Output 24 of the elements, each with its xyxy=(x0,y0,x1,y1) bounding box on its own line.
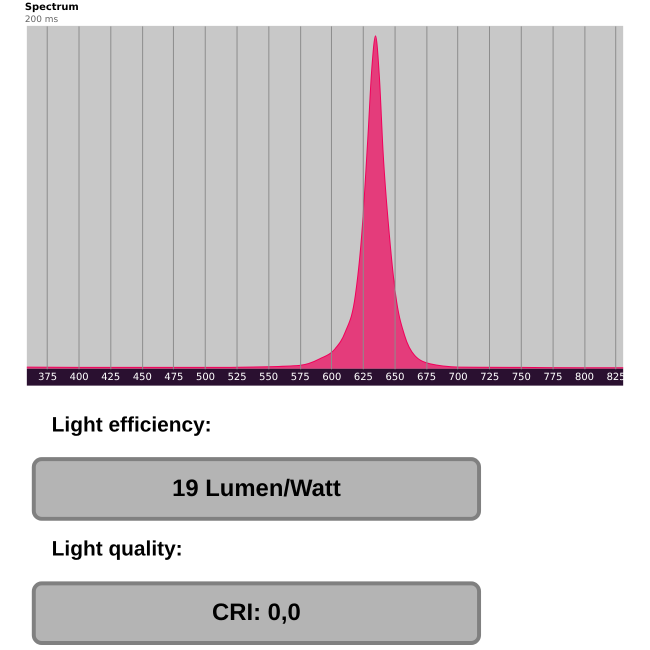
x-tick-label: 425 xyxy=(101,372,120,384)
chart-title: Spectrum xyxy=(24,2,79,13)
x-tick-label: 450 xyxy=(132,372,152,384)
x-tick-label: 400 xyxy=(70,372,89,384)
text: 19 Lumen/Watt xyxy=(172,474,341,502)
x-tick-label: 725 xyxy=(480,372,500,384)
text: Light quality: xyxy=(52,538,183,561)
x-tick-label: 650 xyxy=(386,372,404,384)
x-tick-label: 625 xyxy=(354,372,373,384)
x-tick-label: 700 xyxy=(448,372,468,384)
x-tick-label: 750 xyxy=(512,372,531,384)
x-tick-label: 500 xyxy=(196,372,215,384)
text: CRI: 0,0 xyxy=(212,599,301,626)
x-tick-label: 800 xyxy=(575,372,594,384)
x-tick-label: 675 xyxy=(417,372,436,384)
x-tick-label: 375 xyxy=(38,372,58,384)
x-tick-label: 525 xyxy=(228,372,247,384)
x-tick-label: 600 xyxy=(322,372,342,384)
x-tick-label: 775 xyxy=(543,372,562,384)
x-tick-label: 550 xyxy=(259,372,278,384)
chart-subtitle: 200 ms xyxy=(24,14,58,25)
x-tick-label: 575 xyxy=(290,372,310,384)
text: Light efficiency: xyxy=(52,413,212,436)
x-tick-label: 475 xyxy=(164,372,184,384)
